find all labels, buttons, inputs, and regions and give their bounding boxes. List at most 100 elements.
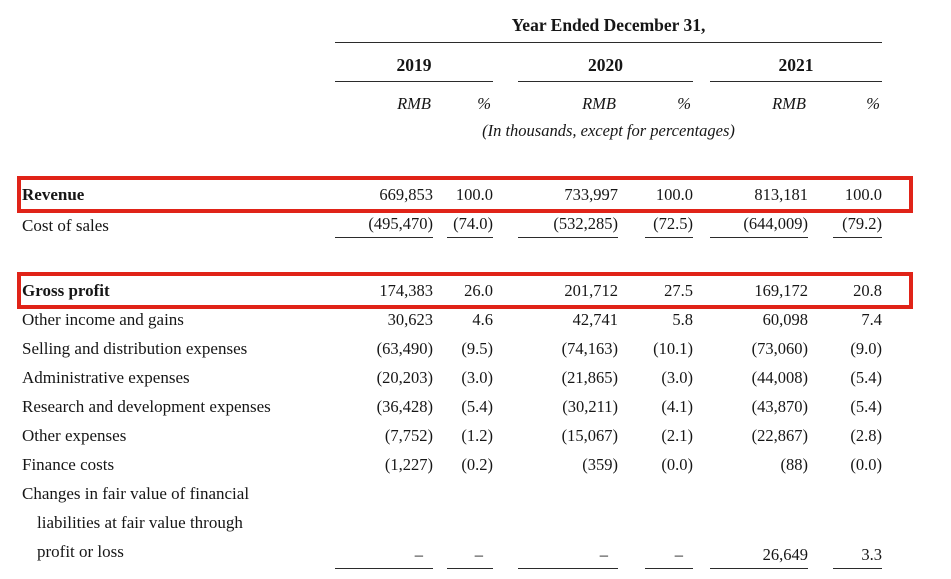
table-row: Administrative expenses (20,203) (3.0) (21,… xyxy=(22,363,882,392)
value-pct: (2.8) xyxy=(850,425,882,445)
table-row: Revenue 669,853 100.0 733,997 100.0 813,181 10… xyxy=(17,176,913,213)
value-rmb: (7,752) xyxy=(384,425,433,445)
value-rmb: (644,009) xyxy=(710,214,808,238)
value-rmb: 60,098 xyxy=(762,309,808,329)
value-pct: 7.4 xyxy=(861,309,882,329)
value-rmb: (15,067) xyxy=(561,425,618,445)
value-rmb: 174,383 xyxy=(379,280,433,300)
percent-header: % xyxy=(677,94,691,113)
value-pct: – xyxy=(645,545,693,569)
row-label: Revenue xyxy=(22,184,85,204)
period-header: Year Ended December 31, xyxy=(335,15,882,43)
value-rmb: (495,470) xyxy=(335,214,433,238)
value-pct: (10.1) xyxy=(653,338,693,358)
value-rmb: – xyxy=(335,545,433,569)
value-rmb: 733,997 xyxy=(564,184,618,204)
table-body: Revenue 669,853 100.0 733,997 100.0 813,181 10… xyxy=(17,176,951,569)
value-pct: (0.2) xyxy=(461,454,493,474)
value-rmb: 169,172 xyxy=(754,280,808,300)
row-label-line: Changes in fair value of financial xyxy=(22,484,250,503)
value-rmb: 813,181 xyxy=(754,184,808,204)
value-rmb: (21,865) xyxy=(561,367,618,387)
value-rmb: 30,623 xyxy=(387,309,433,329)
currency-header: RMB xyxy=(582,94,616,113)
value-pct: – xyxy=(447,545,493,569)
value-pct: 100.0 xyxy=(844,184,882,204)
value-pct: 3.3 xyxy=(833,545,882,569)
currency-header: RMB xyxy=(772,94,806,113)
value-rmb: (88) xyxy=(780,454,809,474)
value-pct: (3.0) xyxy=(461,367,493,387)
percent-header: % xyxy=(477,94,491,113)
value-pct: 20.8 xyxy=(853,280,882,300)
row-label: Selling and distribution expenses xyxy=(22,338,248,358)
units-row: RMB% RMB% RMB% xyxy=(22,94,882,114)
value-pct: 26.0 xyxy=(464,280,493,300)
value-rmb: 42,741 xyxy=(572,309,618,329)
value-rmb: (36,428) xyxy=(376,396,433,416)
value-pct: (5.4) xyxy=(850,367,882,387)
year-header: 2020 xyxy=(518,55,693,82)
value-rmb: 201,712 xyxy=(564,280,618,300)
value-pct: (2.1) xyxy=(661,425,693,445)
row-label: Other expenses xyxy=(22,425,127,445)
value-pct: (74.0) xyxy=(447,214,493,238)
value-rmb: (74,163) xyxy=(561,338,618,358)
value-pct: (0.0) xyxy=(850,454,882,474)
value-rmb: (359) xyxy=(582,454,618,474)
row-label: Gross profit xyxy=(22,280,110,300)
value-rmb: (44,008) xyxy=(751,367,808,387)
row-label: Administrative expenses xyxy=(22,367,190,387)
year-header: 2021 xyxy=(710,55,882,82)
note-row: (In thousands, except for percentages) xyxy=(22,121,882,141)
table-row: Gross profit 174,383 26.0 201,712 27.5 169,17… xyxy=(17,272,913,309)
year-header: 2019 xyxy=(335,55,493,82)
value-rmb: (73,060) xyxy=(751,338,808,358)
row-label-line: liabilities at fair value through xyxy=(37,513,243,532)
value-rmb: (20,203) xyxy=(376,367,433,387)
years-row: 2019 2020 2021 xyxy=(22,55,882,82)
row-label: Research and development expenses xyxy=(22,396,271,416)
value-pct: (9.0) xyxy=(850,338,882,358)
table-row: Finance costs (1,227) (0.2) (359) (0.0) (88) (… xyxy=(22,450,882,479)
value-rmb: – xyxy=(518,545,618,569)
value-pct: (72.5) xyxy=(645,214,693,238)
value-pct: 100.0 xyxy=(655,184,693,204)
value-pct: (4.1) xyxy=(661,396,693,416)
value-rmb: 669,853 xyxy=(379,184,433,204)
currency-header: RMB xyxy=(397,94,431,113)
table-row: Other expenses (7,752) (1.2) (15,067) (2.1) (… xyxy=(22,421,882,450)
value-rmb: (1,227) xyxy=(384,454,433,474)
table-row: Research and development expenses (36,428… xyxy=(22,392,882,421)
value-rmb: 26,649 xyxy=(710,545,808,569)
value-rmb: (22,867) xyxy=(751,425,808,445)
row-label-line: profit or loss xyxy=(37,542,124,561)
value-pct: (3.0) xyxy=(661,367,693,387)
value-rmb: (43,870) xyxy=(751,396,808,416)
value-pct: 5.8 xyxy=(672,309,693,329)
value-rmb: (532,285) xyxy=(518,214,618,238)
value-pct: (1.2) xyxy=(461,425,493,445)
value-pct: (5.4) xyxy=(461,396,493,416)
row-label: Other income and gains xyxy=(22,309,184,329)
value-pct: (0.0) xyxy=(661,454,693,474)
value-pct: 4.6 xyxy=(472,309,493,329)
row-label: Finance costs xyxy=(22,454,115,474)
value-pct: (9.5) xyxy=(461,338,493,358)
percent-header: % xyxy=(866,94,880,113)
value-pct: (79.2) xyxy=(833,214,882,238)
row-label: Changes in fair value of financial liabil… xyxy=(22,479,335,569)
value-pct: (5.4) xyxy=(850,396,882,416)
row-label: Cost of sales xyxy=(22,215,109,235)
period-header-row: Year Ended December 31, xyxy=(22,15,882,43)
table-row: Changes in fair value of financial liabil… xyxy=(22,479,882,569)
value-rmb: (30,211) xyxy=(562,396,618,416)
table-row: Cost of sales (495,470) (74.0) (532,285) (72… xyxy=(22,209,882,242)
value-pct: 100.0 xyxy=(455,184,493,204)
table-row: Other income and gains 30,623 4.6 42,741 5.8… xyxy=(22,305,882,334)
value-pct: 27.5 xyxy=(664,280,693,300)
units-note: (In thousands, except for percentages) xyxy=(482,121,735,140)
table-row: Selling and distribution expenses (63,490… xyxy=(22,334,882,363)
value-rmb: (63,490) xyxy=(376,338,433,358)
